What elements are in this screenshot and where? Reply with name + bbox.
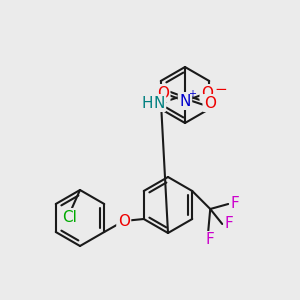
Text: O: O	[204, 95, 216, 110]
Text: F: F	[225, 217, 234, 232]
Text: F: F	[231, 196, 240, 211]
Text: O: O	[201, 85, 213, 100]
Text: H: H	[141, 95, 153, 110]
Text: O: O	[157, 85, 169, 100]
Text: Cl: Cl	[63, 209, 77, 224]
Text: O: O	[118, 214, 130, 229]
Text: N: N	[179, 94, 191, 109]
Text: F: F	[206, 232, 214, 247]
Text: N: N	[153, 95, 165, 110]
Text: −: −	[214, 82, 227, 97]
Text: +: +	[188, 89, 196, 99]
